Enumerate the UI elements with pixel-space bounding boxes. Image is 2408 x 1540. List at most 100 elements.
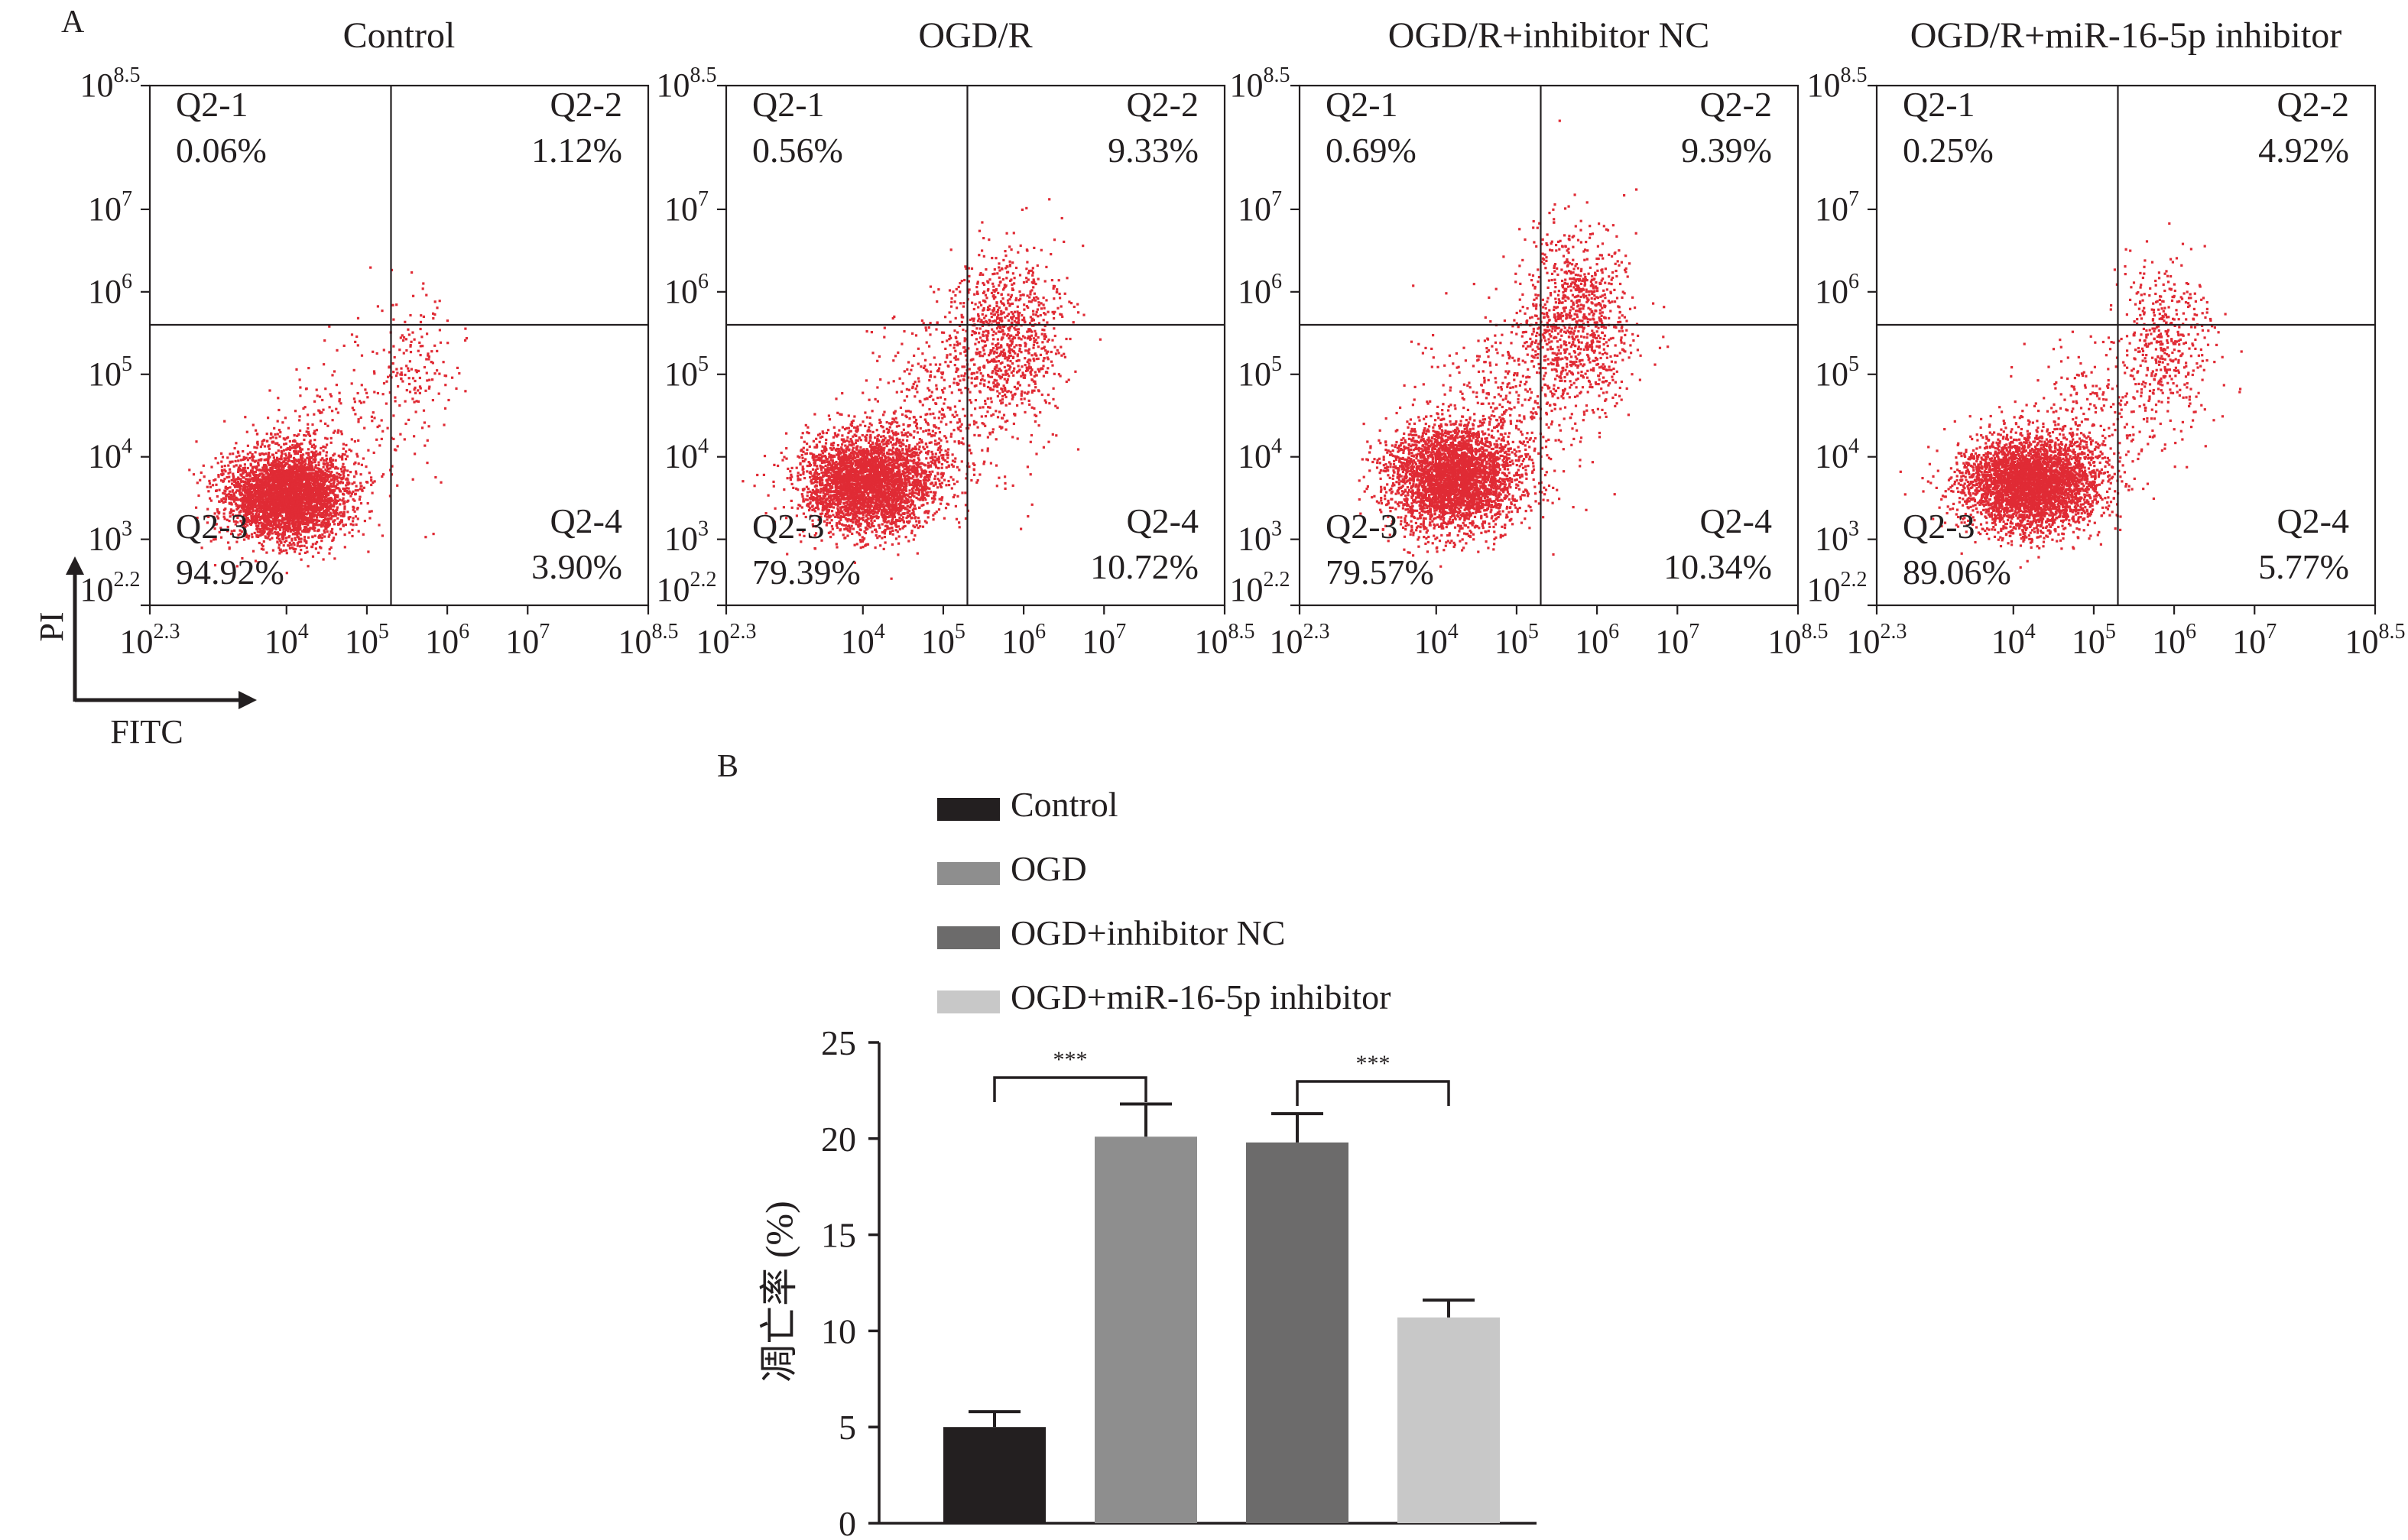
event-dot <box>350 382 353 385</box>
event-dot <box>314 464 317 467</box>
event-dot <box>287 472 290 475</box>
event-dot <box>296 495 299 498</box>
event-dot <box>321 504 324 507</box>
event-dot <box>310 472 313 475</box>
event-dot <box>243 463 246 466</box>
event-dot <box>853 415 856 418</box>
event-dot <box>255 486 258 489</box>
event-dot <box>258 534 261 537</box>
event-dot <box>329 505 333 508</box>
event-dot <box>351 482 354 485</box>
event-dot <box>281 517 284 520</box>
event-dot <box>290 482 294 485</box>
event-dot <box>224 470 227 473</box>
event-dot <box>890 520 893 524</box>
event-dot <box>298 493 301 497</box>
tick-base: 10 <box>88 438 122 475</box>
event-dot <box>354 489 357 492</box>
event-dot <box>343 507 346 511</box>
event-dot <box>303 468 306 472</box>
event-dot <box>392 345 395 348</box>
event-dot <box>265 504 268 507</box>
event-dot <box>226 476 229 479</box>
event-dot <box>227 493 231 496</box>
event-dot <box>304 483 307 486</box>
event-dot <box>231 482 234 485</box>
event-dot <box>363 520 366 523</box>
tick-exponent: 7 <box>122 187 132 211</box>
event-dot <box>329 461 333 464</box>
event-dot <box>336 508 339 511</box>
event-dot <box>268 389 271 392</box>
event-dot <box>331 485 335 488</box>
event-dot <box>231 490 234 493</box>
event-dot <box>242 472 245 475</box>
event-dot <box>255 518 258 521</box>
event-dot <box>275 537 279 540</box>
event-dot <box>341 481 345 485</box>
event-dot <box>277 520 280 523</box>
event-dot <box>346 481 349 484</box>
event-dot <box>326 530 329 533</box>
event-dot <box>317 409 320 412</box>
event-dot <box>300 537 303 540</box>
event-dot <box>281 452 284 456</box>
event-dot <box>284 459 287 462</box>
event-dot <box>289 530 292 533</box>
event-dot <box>815 437 818 440</box>
event-dot <box>291 475 295 478</box>
event-dot <box>245 512 248 515</box>
event-dot <box>414 386 417 389</box>
event-dot <box>352 524 355 527</box>
event-dot <box>283 530 287 533</box>
event-dot <box>352 505 355 508</box>
event-dot <box>258 509 261 512</box>
event-dot <box>287 494 290 498</box>
event-dot <box>355 335 359 339</box>
event-dot <box>274 502 277 505</box>
event-dot <box>342 462 345 465</box>
event-dot <box>436 306 439 310</box>
event-dot <box>258 472 261 475</box>
event-dot <box>338 397 341 401</box>
event-dot <box>335 501 339 504</box>
event-dot <box>221 473 224 477</box>
event-dot <box>244 482 247 485</box>
event-dot <box>303 508 307 511</box>
tick-exponent: 2.3 <box>154 620 180 644</box>
event-dot <box>267 459 270 462</box>
event-dot <box>322 503 325 506</box>
event-dot <box>278 552 281 555</box>
y-tick-label: 104 <box>88 435 132 475</box>
event-dot <box>274 436 277 439</box>
event-dot <box>229 452 232 456</box>
event-dot <box>267 474 270 477</box>
event-dot <box>359 416 362 419</box>
event-dot <box>313 472 316 475</box>
event-dot <box>267 513 270 516</box>
event-dot <box>332 454 335 457</box>
event-dot <box>318 511 321 514</box>
event-dot <box>347 516 350 519</box>
event-dot <box>368 472 371 475</box>
event-dot <box>321 488 324 491</box>
event-dot <box>209 499 213 502</box>
event-dot <box>218 530 221 533</box>
event-dot <box>321 507 324 510</box>
event-dot <box>264 476 267 479</box>
event-dot <box>404 422 407 426</box>
event-dot <box>274 442 277 445</box>
event-dot <box>323 476 326 479</box>
event-dot <box>289 497 292 500</box>
event-dot <box>404 373 407 377</box>
event-dot <box>293 518 296 521</box>
event-dot <box>287 536 290 539</box>
event-dot <box>340 470 343 473</box>
event-dot <box>215 483 218 486</box>
event-dot <box>240 481 243 484</box>
event-dot <box>294 509 297 512</box>
event-dot <box>269 499 273 502</box>
event-dot <box>276 458 279 461</box>
event-dot <box>359 481 362 485</box>
event-dot <box>408 360 411 363</box>
